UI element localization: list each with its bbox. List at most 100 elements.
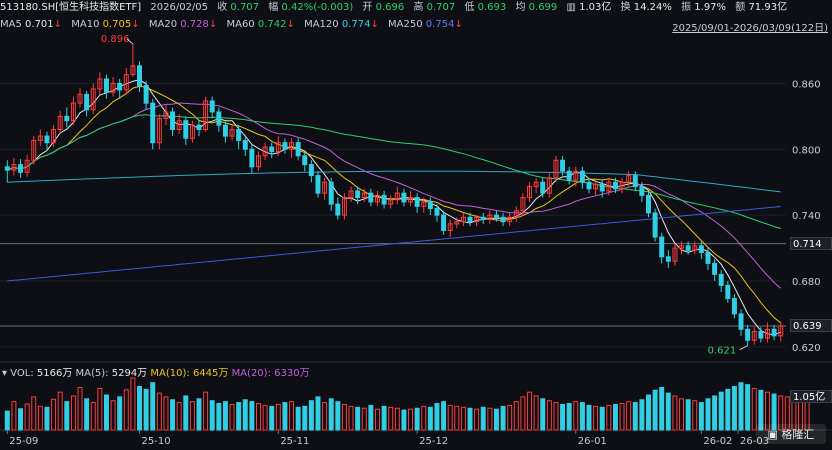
candle-body — [117, 82, 123, 91]
volume-bar — [480, 406, 486, 431]
volume-bar — [84, 398, 90, 431]
candle-body — [176, 120, 182, 130]
candle-body — [738, 313, 744, 330]
volume-bar — [500, 405, 506, 431]
volume-bar — [619, 403, 625, 431]
candle-body — [606, 181, 612, 192]
date-range[interactable]: 2025/09/01-2026/03/09(122日) — [672, 23, 828, 34]
volume-bar — [632, 402, 638, 431]
candle-body — [77, 93, 83, 104]
candle-body — [209, 100, 215, 113]
ma10-line — [7, 85, 782, 324]
volume-bar — [150, 382, 156, 431]
volume-bar — [137, 386, 142, 431]
candle-body — [388, 199, 394, 205]
volume-bar — [606, 404, 612, 431]
volume-bar — [302, 405, 308, 431]
volume-bar — [447, 404, 453, 431]
candle-body — [460, 216, 466, 223]
volume-bar — [295, 406, 301, 431]
candle-body — [520, 197, 526, 212]
security-code[interactable]: 513180.SH[恒生科技指数ETF] — [0, 2, 142, 13]
min-marker-arrow — [739, 345, 748, 351]
volume-bar — [64, 401, 70, 431]
volume-bar — [381, 405, 387, 431]
candle-body — [586, 181, 592, 190]
watermark-logo: ▣ 格隆汇 — [756, 424, 826, 444]
volume-bar — [77, 386, 83, 431]
volume-bar — [308, 400, 314, 431]
x-tick-label: 25-10 — [142, 436, 171, 447]
candle-body — [493, 214, 499, 218]
vol-value: 5166万 — [36, 368, 73, 379]
max-marker-arrow — [126, 38, 134, 45]
volume-bar — [758, 389, 764, 431]
candle-body — [236, 128, 242, 141]
x-tick-label: 25-11 — [280, 436, 309, 447]
candle-body — [441, 214, 447, 231]
volume-bar — [156, 392, 162, 431]
volume-bar — [718, 391, 724, 431]
ma5-value: 0.701 — [25, 19, 54, 30]
amount-value: 1.03亿 — [579, 2, 612, 13]
price-tick-label: 0.740 — [792, 211, 821, 222]
volume-bar — [712, 395, 718, 431]
candle-body — [341, 197, 347, 216]
candle-body — [374, 194, 380, 203]
volume-bar — [546, 400, 552, 431]
vol-ma20-value: 6330万 — [274, 368, 310, 379]
vol-ma5-value: 5294万 — [111, 368, 148, 379]
ma120-line — [7, 170, 781, 193]
candle-body — [203, 100, 209, 130]
volume-bar — [289, 401, 295, 431]
ma250-label: MA250 — [388, 19, 423, 30]
volume-bar — [163, 396, 169, 431]
time-axis: 25-09 25-10 25-11 25-12 26-01 26-02 26-03 — [6, 430, 769, 447]
ma250-value: 0.754 — [425, 19, 455, 30]
candle-body — [84, 93, 90, 111]
x-tick-label: 26-03 — [740, 436, 769, 447]
candle-body — [454, 221, 460, 225]
candle-body — [381, 194, 387, 205]
candle-body — [771, 328, 777, 337]
volume-bar — [705, 398, 711, 431]
volume-bar — [4, 410, 10, 431]
volume-bar — [784, 396, 790, 431]
candles-group: 0.896 0.621 — [4, 34, 784, 357]
open-label: 开 — [362, 2, 373, 13]
volume-bar — [467, 407, 473, 431]
candle-body — [599, 183, 605, 192]
candle-body — [626, 175, 632, 183]
ma60-line — [7, 114, 781, 229]
quote-header: 513180.SH[恒生科技指数ETF] 2026/02/05 收 0.707 … — [0, 2, 832, 14]
vol-ma5-label: MA(5): — [75, 368, 109, 379]
volume-bar — [361, 407, 367, 431]
volume-bar — [143, 388, 149, 431]
volume-bar — [242, 399, 248, 431]
volume-bar — [31, 396, 37, 431]
ma5-line — [7, 79, 781, 336]
volume-bar — [90, 402, 96, 431]
candle-body — [249, 148, 255, 168]
high-label: 高 — [413, 2, 424, 13]
candle-body — [156, 118, 162, 144]
volume-bar — [553, 402, 559, 431]
volume-bar — [513, 401, 519, 431]
volume-bar — [315, 396, 321, 431]
volume-bar — [771, 393, 777, 431]
candle-body — [335, 203, 341, 216]
volume-bar — [573, 401, 579, 431]
change-label: 幅 — [268, 2, 279, 13]
candle-body — [758, 330, 764, 339]
candle-body — [712, 262, 718, 275]
volume-bar — [421, 405, 427, 431]
volume-bar — [586, 404, 592, 431]
volume-dropdown-icon[interactable]: ▾ — [2, 368, 8, 379]
volume-bar — [692, 400, 698, 431]
candle-body — [361, 192, 367, 199]
volume-bar — [579, 402, 585, 431]
moving-average-lines — [7, 79, 782, 336]
candle-body — [672, 247, 678, 262]
candle-body — [632, 175, 638, 188]
